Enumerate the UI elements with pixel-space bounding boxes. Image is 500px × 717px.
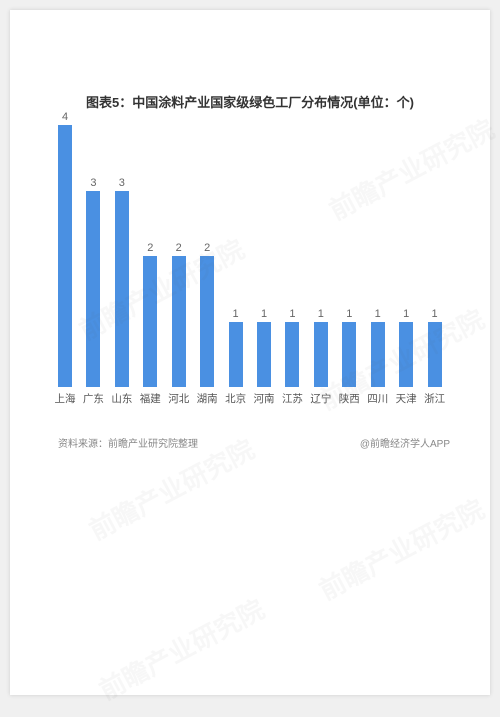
bar	[115, 191, 129, 388]
bar-group: 1	[399, 125, 413, 387]
bar-group: 2	[172, 125, 186, 387]
x-tick-label: 陕西	[335, 391, 363, 406]
bar	[371, 322, 385, 388]
x-tick-label: 辽宁	[307, 391, 335, 406]
bar	[229, 322, 243, 388]
bar	[143, 256, 157, 387]
x-tick-label: 湖南	[193, 391, 221, 406]
bar-value-label: 1	[363, 308, 393, 320]
bar	[428, 322, 442, 388]
bar-value-label: 2	[135, 242, 165, 254]
bar-chart: 43322211111111 上海广东山东福建河北湖南北京河南江苏辽宁陕西四川天…	[58, 125, 456, 415]
x-tick-label: 江苏	[278, 391, 306, 406]
bar-value-label: 3	[78, 177, 108, 189]
bar-group: 1	[229, 125, 243, 387]
bar-group: 1	[257, 125, 271, 387]
bar-group: 1	[371, 125, 385, 387]
bar-group: 1	[428, 125, 442, 387]
bar-group: 1	[314, 125, 328, 387]
bar-value-label: 1	[221, 308, 251, 320]
chart-title: 图表5：中国涂料产业国家级绿色工厂分布情况(单位：个)	[10, 92, 490, 111]
bar	[172, 256, 186, 387]
x-tick-label: 山东	[108, 391, 136, 406]
bar-value-label: 1	[249, 308, 279, 320]
bar	[200, 256, 214, 387]
bar-value-label: 1	[391, 308, 421, 320]
bar	[257, 322, 271, 388]
x-tick-label: 北京	[222, 391, 250, 406]
x-tick-label: 天津	[392, 391, 420, 406]
bar-group: 4	[58, 125, 72, 387]
x-tick-label: 广东	[79, 391, 107, 406]
bar-value-label: 3	[107, 177, 137, 189]
bar	[58, 125, 72, 387]
plot-area: 43322211111111	[58, 125, 456, 387]
bar	[399, 322, 413, 388]
bar-value-label: 2	[192, 242, 222, 254]
bar-group: 3	[115, 125, 129, 387]
x-tick-label: 福建	[136, 391, 164, 406]
bar-value-label: 4	[50, 111, 80, 123]
bar-value-label: 1	[277, 308, 307, 320]
chart-footer: 资料来源：前瞻产业研究院整理 @前瞻经济学人APP	[58, 435, 450, 451]
page: 图表5：中国涂料产业国家级绿色工厂分布情况(单位：个) 433222111111…	[10, 10, 490, 695]
bar-group: 1	[285, 125, 299, 387]
bar	[285, 322, 299, 388]
x-tick-label: 四川	[364, 391, 392, 406]
bar-group: 2	[200, 125, 214, 387]
x-tick-label: 浙江	[421, 391, 449, 406]
watermark: 前瞻产业研究院	[312, 489, 490, 607]
bar-value-label: 1	[334, 308, 364, 320]
bar-group: 2	[143, 125, 157, 387]
bar	[342, 322, 356, 388]
bar-group: 3	[86, 125, 100, 387]
bar-value-label: 2	[164, 242, 194, 254]
watermark: 前瞻产业研究院	[92, 589, 270, 707]
bar	[86, 191, 100, 388]
bar-value-label: 1	[420, 308, 450, 320]
bar	[314, 322, 328, 388]
bar-group: 1	[342, 125, 356, 387]
source-text: 资料来源：前瞻产业研究院整理	[58, 435, 198, 450]
bar-value-label: 1	[306, 308, 336, 320]
x-tick-label: 上海	[51, 391, 79, 406]
attribution-text: @前瞻经济学人APP	[360, 435, 450, 450]
x-tick-label: 河南	[250, 391, 278, 406]
x-tick-label: 河北	[165, 391, 193, 406]
